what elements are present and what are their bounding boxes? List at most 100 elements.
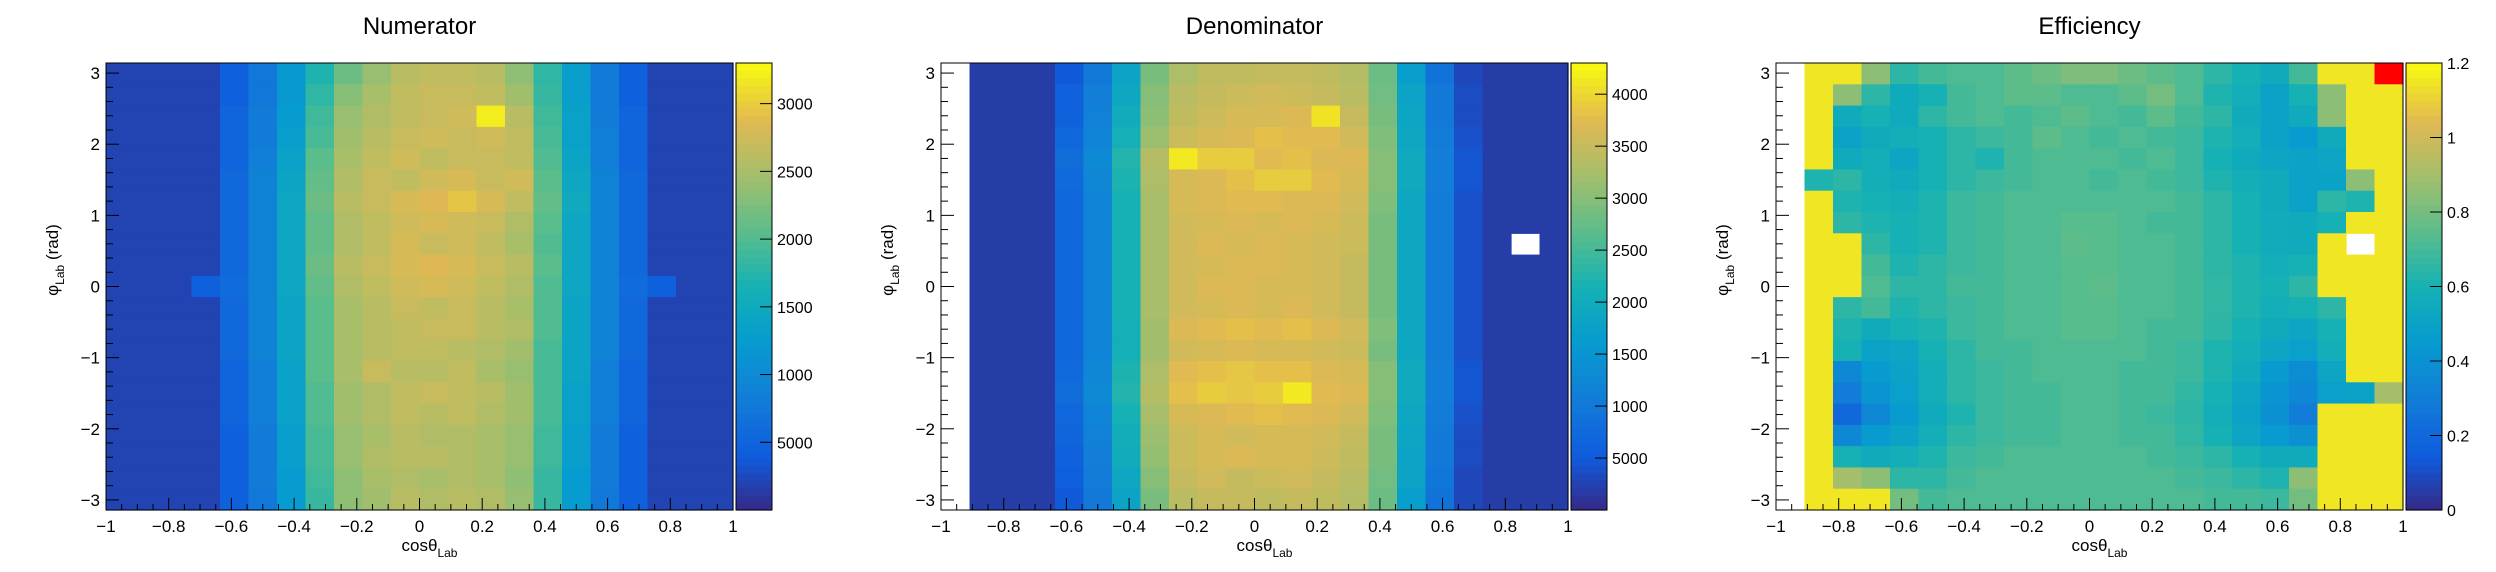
heatmap-cell [1055,467,1085,490]
heatmap-cell [2260,488,2290,511]
heatmap-cell [220,318,250,341]
heatmap-cell [704,446,734,469]
color-bar-segment [736,264,772,273]
y-tick-label: 3 [1761,64,1770,83]
heatmap-cell [448,424,478,447]
heatmap-cell [2374,361,2404,383]
heatmap-cell [1226,233,1256,256]
heatmap-cell [191,190,221,213]
heatmap-cell [1254,382,1284,405]
color-bar-segment [1571,167,1607,176]
x-tick-label: −0.6 [1050,517,1084,536]
heatmap-cell [2146,84,2176,107]
color-bar-segment [2406,293,2442,302]
heatmap-cell [1311,84,1341,107]
x-tick-label: 0.4 [533,517,557,536]
heatmap-cell [220,190,250,213]
heatmap-cell [1511,488,1541,511]
heatmap-cell [562,233,592,256]
z-tick-label: 3000 [777,97,813,114]
heatmap-cell [1254,148,1284,171]
color-bar-segment [1571,279,1607,288]
color-bar-segment [1571,100,1607,109]
heatmap-cell [1140,212,1170,234]
heatmap-cell [1833,403,1863,426]
color-bar-segment [1571,368,1607,377]
heatmap-cell [1197,84,1227,107]
heatmap-cell [2061,148,2091,171]
heatmap-cell [533,467,563,490]
heatmap-cell [419,84,449,107]
heatmap-cell [1861,275,1891,298]
heatmap-cell [1368,339,1398,362]
heatmap-cell [1947,424,1977,447]
heatmap-cell [1890,233,1920,256]
color-bar-segment [2406,152,2442,161]
color-bar-segment [1571,338,1607,347]
heatmap-cell [2089,488,2119,511]
heatmap-cell [362,169,392,192]
heatmap-cell [305,361,335,383]
heatmap-cell [106,446,136,469]
color-bar-segment [1571,92,1607,101]
heatmap-cell [1283,126,1313,149]
heatmap-cell [1804,339,1834,362]
heatmap-cell [1311,275,1341,298]
heatmap-cell [1340,84,1370,107]
heatmap-cell [1975,297,2005,320]
heatmap-cell [2061,446,2091,469]
heatmap-cell [590,275,620,298]
heatmap-cell [676,488,706,511]
heatmap-cell [1975,467,2005,490]
heatmap-cell [676,105,706,128]
heatmap-cell [998,105,1028,128]
heatmap-cell [391,361,421,383]
heatmap-cell [590,105,620,128]
heatmap-cell [704,318,734,341]
heatmap-cell [476,467,506,490]
heatmap-cell [1169,488,1199,511]
color-bar-segment [1571,63,1607,72]
heatmap-cell [1083,297,1113,320]
heatmap-cell [647,361,677,383]
heatmap-cell [2175,105,2205,128]
heatmap-cell [505,275,535,298]
heatmap-cell [1539,169,1569,192]
heatmap-cell [248,382,278,405]
heatmap-cell [1283,488,1313,511]
heatmap-cell [2032,233,2062,256]
heatmap-cell [1425,467,1455,490]
heatmap-cell [2004,403,2034,426]
heatmap-cell [1804,446,1834,469]
heatmap-cell [191,488,221,511]
heatmap-cell [2260,84,2290,107]
heatmap-cell [2374,254,2404,277]
heatmap-cell [1254,488,1284,511]
heatmap-cell [1918,403,1948,426]
heatmap-cell [2061,254,2091,277]
heatmap-cell [533,233,563,256]
heatmap-cell [619,63,649,85]
heatmap-cell [505,105,535,128]
heatmap-cell [2061,467,2091,490]
heatmap-cell [2346,105,2376,128]
heatmap-cell [1454,382,1484,405]
color-bar-segment [2406,137,2442,146]
heatmap-cell [704,190,734,213]
heatmap-cell [590,467,620,490]
heatmap-cell [334,148,364,171]
heatmap-cell [106,403,136,426]
heatmap-cell [448,254,478,277]
z-tick-label: 1000 [1612,399,1648,416]
color-bar-segment [1571,346,1607,355]
heatmap-cell [1890,275,1920,298]
heatmap-cell [1140,63,1170,85]
heatmap-cell [505,212,535,234]
heatmap-cell [1804,382,1834,405]
color-bar-segment [736,353,772,362]
heatmap-cell [1254,467,1284,490]
heatmap-cell [2289,446,2319,469]
